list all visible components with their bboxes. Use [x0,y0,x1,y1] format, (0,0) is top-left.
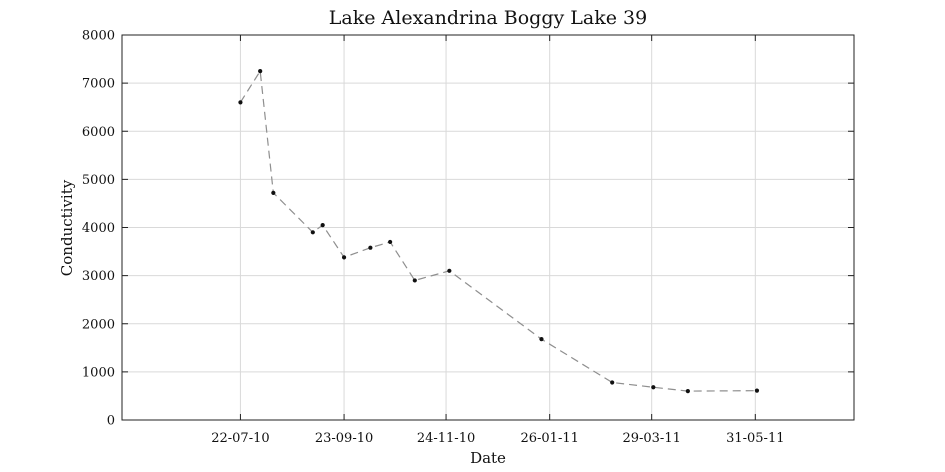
data-point [388,239,393,245]
data-point [368,245,373,250]
data-point [258,68,263,74]
grid-layer [122,34,854,421]
conductivity-line [239,69,757,392]
data-point [412,278,417,283]
y-axis-label: Conductivity [58,179,76,276]
data-point [610,380,615,385]
data-point [447,268,452,273]
x-tick-label: 29-03-11 [622,431,680,446]
data-point [271,190,276,195]
y-tick-label: 2000 [82,317,115,332]
y-tick-label: 3000 [82,269,115,284]
tick-layer: 22-07-10 23-09-10 24-11-10 26-01-11 29-03-11… [82,29,854,446]
series-layer [238,68,760,394]
y-tick-label: 7000 [82,77,115,92]
y-tick-label: 6000 [82,125,115,140]
x-tick-label: 23-09-10 [315,431,373,446]
x-tick-label: 26-01-11 [520,431,578,446]
data-point [310,230,315,235]
data-point [651,385,656,390]
y-tick-label: 5000 [82,173,115,188]
data-point [539,337,544,342]
y-tick-label: 8000 [82,29,115,44]
data-point [341,255,347,260]
x-axis-label: Date [470,449,506,467]
y-tick-label: 1000 [82,365,115,380]
data-point [685,389,690,394]
data-point [754,388,760,393]
y-tick-label: 4000 [82,221,115,236]
data-point [238,100,243,105]
x-tick-label: 24-11-10 [417,431,475,446]
y-tick-label: 0 [107,414,115,429]
x-tick-label: 22-07-10 [211,431,269,446]
x-tick-label: 31-05-11 [726,431,784,446]
chart-title: Lake Alexandrina Boggy Lake 39 [329,7,647,29]
data-point [320,222,325,228]
